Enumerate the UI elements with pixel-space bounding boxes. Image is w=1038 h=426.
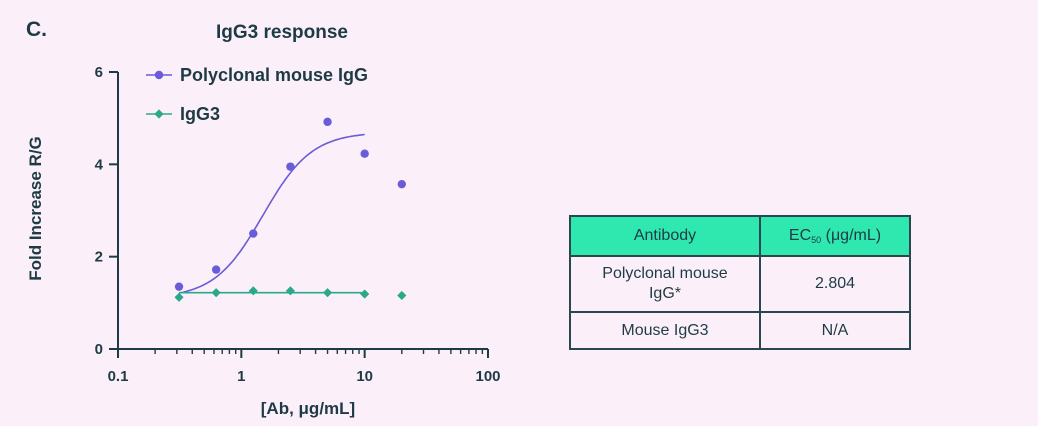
x-tick-label: 10 [356,368,373,385]
antibody-cell: Polyclonal mouse IgG* [569,255,761,313]
header-antibody: Antibody [569,215,761,257]
table-header-row: Antibody EC50 (μg/mL) [569,215,911,257]
antibody-cell: Mouse IgG3 [569,311,761,350]
data-point-polyclonal [174,282,184,291]
header-ec-sub: 50 [811,235,822,245]
data-point-polyclonal [360,149,369,158]
legend: Polyclonal mouse IgG IgG3 [146,65,368,124]
data-point-igg3 [211,288,221,298]
data-point-polyclonal [323,117,332,127]
data-points [174,117,407,302]
data-point-polyclonal [211,265,221,274]
axes: 0 2 4 6 0.1 1 10 100 [95,64,501,385]
chart: IgG3 response 0 2 4 6 0.1 1 10 100 Polyclonal m… [26,22,501,418]
x-tick-label: 100 [475,368,500,385]
data-point-igg3 [322,288,333,298]
header-ec50: EC50 (μg/mL) [759,215,911,257]
ec50-cell: 2.804 [759,255,911,313]
y-tick-label: 4 [95,156,104,173]
data-point-igg3 [397,290,407,301]
fit-curve [178,133,365,294]
data-point-igg3 [248,286,258,296]
ec50-table: Antibody EC50 (μg/mL) Polyclonal mouse I… [569,215,911,350]
data-point-igg3 [174,292,184,302]
data-point-polyclonal [397,179,406,189]
y-tick-label: 0 [95,341,103,358]
x-tick-label: 0.1 [108,368,129,385]
legend-label: IgG3 [180,104,220,124]
chart-title: IgG3 response [216,22,348,43]
panel-label: C. [26,18,47,41]
antibody-name: Polyclonal mouse IgG* [602,265,728,302]
data-point-polyclonal [286,162,295,171]
table-row: Mouse IgG3 N/A [569,311,911,350]
header-ec-unit: (μg/mL) [821,227,882,244]
legend-marker [154,109,164,119]
ec50-cell: N/A [759,311,911,350]
legend-marker [154,70,164,80]
data-point-igg3 [360,289,370,299]
data-point-igg3 [285,286,296,296]
table-row: Polyclonal mouse IgG* 2.804 [569,255,911,313]
header-ec-main: EC [788,227,812,244]
y-tick-label: 6 [95,64,103,81]
y-axis-title: Fold Increase R/G [26,136,45,281]
x-axis-title: [Ab, μg/mL] [261,399,355,418]
data-point-polyclonal [249,229,258,238]
y-tick-label: 2 [95,249,103,266]
fit-curves [178,133,365,294]
x-tick-label: 1 [237,368,245,385]
legend-label: Polyclonal mouse IgG [180,65,368,85]
